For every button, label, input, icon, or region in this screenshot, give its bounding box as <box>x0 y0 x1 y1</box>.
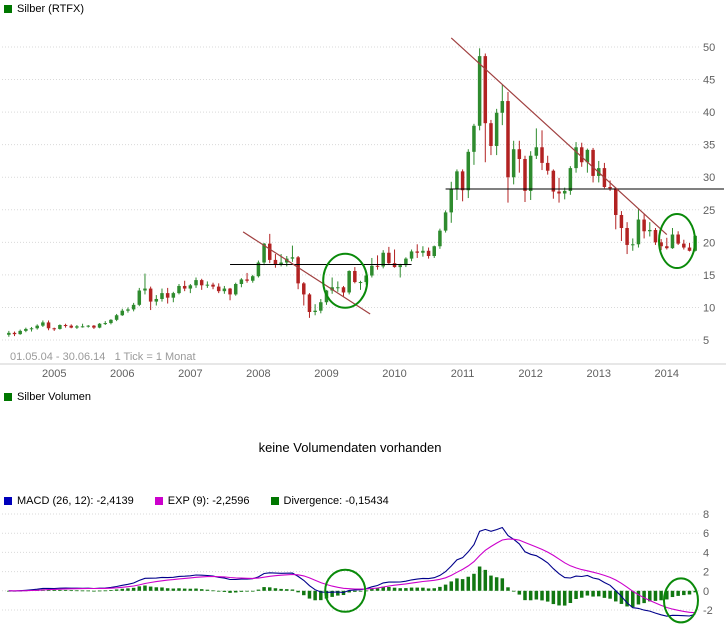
divergence-swatch-icon <box>270 497 279 505</box>
svg-text:2008: 2008 <box>246 368 270 380</box>
exp-value-label: EXP (9): -2,2596 <box>167 495 250 507</box>
svg-text:15: 15 <box>703 270 715 282</box>
exp-swatch-icon <box>154 497 163 505</box>
svg-text:2: 2 <box>703 567 709 579</box>
price-chart[interactable]: 5 10 15 20 25 30 35 40 45 50 2005 2006 2007 2008 2009 2… <box>0 0 726 386</box>
divergence-value-label: Divergence: -0,15434 <box>283 495 389 507</box>
svg-text:2007: 2007 <box>178 368 202 380</box>
svg-text:6: 6 <box>703 528 709 540</box>
svg-text:50: 50 <box>703 42 715 54</box>
svg-text:2010: 2010 <box>382 368 406 380</box>
svg-text:45: 45 <box>703 75 715 87</box>
macd-legend: MACD (26, 12): -2,4139 EXP (9): -2,2596 … <box>4 495 405 507</box>
svg-text:40: 40 <box>703 107 715 119</box>
svg-text:2012: 2012 <box>518 368 542 380</box>
svg-text:-2: -2 <box>703 605 713 617</box>
price-chart-header: Silber (RTFX) <box>4 3 84 15</box>
chart-title: Silber (RTFX) <box>17 3 85 15</box>
svg-text:2014: 2014 <box>655 368 679 380</box>
svg-text:0: 0 <box>703 586 709 598</box>
series-swatch-icon <box>4 5 12 13</box>
svg-text:10: 10 <box>703 302 715 314</box>
svg-text:20: 20 <box>703 237 715 249</box>
svg-text:2005: 2005 <box>42 368 66 380</box>
volume-title: Silber Volumen <box>17 391 91 403</box>
svg-text:2009: 2009 <box>314 368 338 380</box>
svg-text:2011: 2011 <box>451 368 475 380</box>
range-label: 01.05.04 - 30.06.14 1 Tick = 1 Monat <box>10 351 196 363</box>
svg-text:8: 8 <box>703 509 709 521</box>
macd-chart[interactable]: 8 6 4 2 0 -2 <box>0 508 726 640</box>
macd-swatch-icon <box>4 497 12 505</box>
svg-text:2006: 2006 <box>110 368 134 380</box>
exp-legend-item: EXP (9): -2,2596 <box>154 495 250 507</box>
volume-header: Silber Volumen <box>4 391 91 403</box>
divergence-legend-item: Divergence: -0,15434 <box>270 495 389 507</box>
macd-value-label: MACD (26, 12): -2,4139 <box>17 495 134 507</box>
svg-text:5: 5 <box>703 335 709 347</box>
svg-text:30: 30 <box>703 172 715 184</box>
svg-text:4: 4 <box>703 547 709 559</box>
volume-swatch-icon <box>4 393 12 401</box>
svg-text:2013: 2013 <box>586 368 610 380</box>
no-volume-message: keine Volumendaten vorhanden <box>258 440 442 455</box>
svg-text:35: 35 <box>703 140 715 152</box>
svg-text:25: 25 <box>703 205 715 217</box>
macd-legend-item: MACD (26, 12): -2,4139 <box>4 495 134 507</box>
